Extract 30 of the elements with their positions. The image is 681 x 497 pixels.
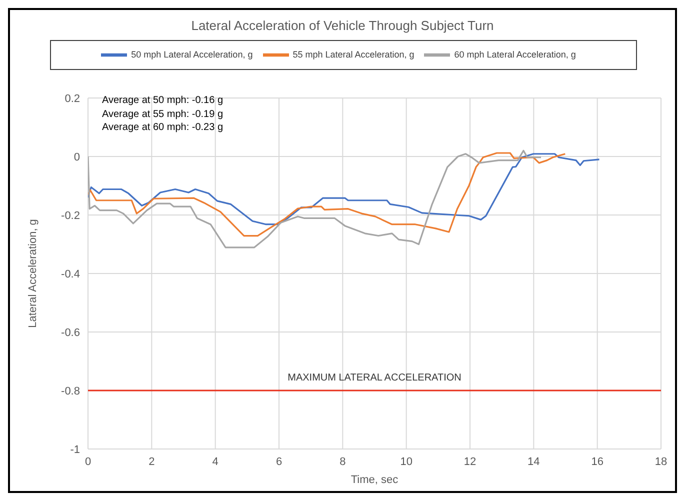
chart-title: Lateral Acceleration of Vehicle Through Subject Turn [190, 18, 495, 33]
legend-label: 55 mph Lateral Acceleration, g [292, 49, 414, 60]
x-tick-label: 8 [340, 456, 346, 468]
annotation: Average at 60 mph: -0.23 g [102, 121, 224, 134]
y-tick-label: -0.6 [61, 326, 80, 339]
line-series [88, 150, 542, 248]
x-tick-label: 16 [591, 456, 604, 468]
y-tick-label: 0 [74, 151, 80, 164]
x-tick-label: 10 [400, 456, 412, 468]
x-tick-label: 18 [654, 456, 668, 468]
y-tick-label: -0.8 [61, 385, 80, 398]
y-tick-label: 0.2 [64, 92, 80, 105]
x-tick-label: 0 [84, 456, 92, 468]
y-tick-label: -0.4 [61, 268, 80, 280]
x-axis-title: Time, sec [350, 474, 399, 486]
x-tick-label: 12 [464, 456, 476, 468]
line-series [88, 153, 600, 226]
y-tick-label: -0.2 [61, 210, 80, 222]
legend-label: 60 mph Lateral Acceleration, g [454, 49, 576, 60]
y-axis-title: Lateral Acceleration, g [26, 219, 39, 328]
x-tick-label: 14 [528, 456, 540, 468]
ref-line-label: MAXIMUM LATERAL ACCELERATION [288, 372, 462, 384]
line-series [88, 152, 566, 237]
x-tick-label: 2 [148, 456, 155, 468]
annotation: Average at 50 mph: -0.16 g [102, 94, 224, 108]
x-tick-label: 6 [276, 456, 282, 468]
x-tick-label: 4 [212, 456, 218, 468]
annotation: Average at 55 mph: -0.19 g [102, 108, 224, 121]
y-tick-label: -1 [70, 444, 80, 456]
legend-label: 50 mph Lateral Acceleration, g [131, 49, 253, 60]
